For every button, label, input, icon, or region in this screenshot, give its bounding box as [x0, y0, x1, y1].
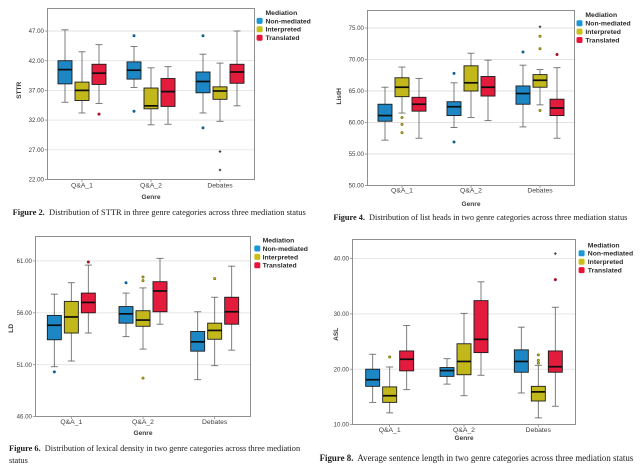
svg-text:Interpreted: Interpreted — [588, 259, 624, 266]
svg-text:Q&A_1: Q&A_1 — [379, 427, 401, 434]
svg-text:40.00: 40.00 — [334, 256, 350, 263]
svg-text:37.00: 37.00 — [29, 88, 45, 95]
svg-text:46.00: 46.00 — [17, 414, 33, 421]
svg-text:Mediation: Mediation — [588, 242, 620, 249]
svg-text:22.00: 22.00 — [29, 177, 45, 184]
svg-text:Translated: Translated — [585, 37, 619, 44]
svg-text:STTR: STTR — [16, 81, 23, 98]
svg-text:20.00: 20.00 — [334, 366, 350, 373]
svg-text:Q&A_2: Q&A_2 — [140, 182, 162, 189]
svg-text:Q&A_1: Q&A_1 — [60, 419, 82, 426]
svg-text:61.00: 61.00 — [17, 258, 33, 265]
svg-text:Translated: Translated — [263, 263, 297, 270]
svg-text:Mediation: Mediation — [266, 10, 298, 17]
svg-text:Genre: Genre — [454, 435, 473, 442]
svg-text:Debates: Debates — [202, 419, 228, 426]
svg-text:27.00: 27.00 — [29, 147, 45, 154]
svg-text:51.00: 51.00 — [17, 362, 33, 369]
svg-text:Genre: Genre — [461, 201, 480, 208]
svg-text:60.00: 60.00 — [349, 120, 365, 127]
svg-text:Non-mediated: Non-mediated — [585, 21, 630, 28]
svg-text:10.00: 10.00 — [334, 422, 350, 429]
svg-text:55.00: 55.00 — [349, 151, 365, 158]
svg-text:65.00: 65.00 — [349, 88, 365, 95]
svg-text:30.00: 30.00 — [334, 311, 350, 318]
svg-text:70.00: 70.00 — [349, 57, 365, 64]
svg-text:42.00: 42.00 — [29, 58, 45, 65]
svg-text:32.00: 32.00 — [29, 117, 45, 124]
svg-text:Interpreted: Interpreted — [266, 27, 302, 34]
svg-text:56.00: 56.00 — [17, 310, 33, 317]
svg-text:Debates: Debates — [527, 188, 553, 195]
svg-text:Interpreted: Interpreted — [263, 254, 299, 261]
svg-text:Translated: Translated — [266, 35, 300, 42]
svg-text:Interpreted: Interpreted — [585, 29, 621, 36]
svg-text:Non-mediated: Non-mediated — [263, 246, 308, 253]
svg-text:75.00: 75.00 — [349, 25, 365, 32]
svg-text:Debates: Debates — [207, 182, 233, 189]
svg-text:Q&A_2: Q&A_2 — [132, 419, 154, 426]
svg-text:Q&A_2: Q&A_2 — [460, 188, 482, 195]
svg-text:ListH: ListH — [336, 88, 343, 105]
svg-text:Genre: Genre — [133, 430, 152, 437]
svg-text:Q&A_1: Q&A_1 — [71, 182, 93, 189]
svg-text:ASL: ASL — [333, 328, 340, 341]
svg-text:Q&A_2: Q&A_2 — [453, 427, 475, 434]
svg-text:LD: LD — [8, 324, 15, 333]
svg-text:Mediation: Mediation — [585, 12, 617, 19]
svg-text:Q&A_1: Q&A_1 — [391, 188, 413, 195]
svg-text:Mediation: Mediation — [263, 238, 295, 245]
svg-text:Genre: Genre — [141, 194, 160, 201]
svg-text:47.00: 47.00 — [29, 28, 45, 35]
svg-text:Translated: Translated — [588, 268, 622, 275]
svg-text:Debates: Debates — [526, 427, 552, 434]
svg-text:50.00: 50.00 — [349, 183, 365, 190]
svg-text:Non-mediated: Non-mediated — [266, 18, 311, 25]
svg-text:Non-mediated: Non-mediated — [588, 251, 633, 258]
